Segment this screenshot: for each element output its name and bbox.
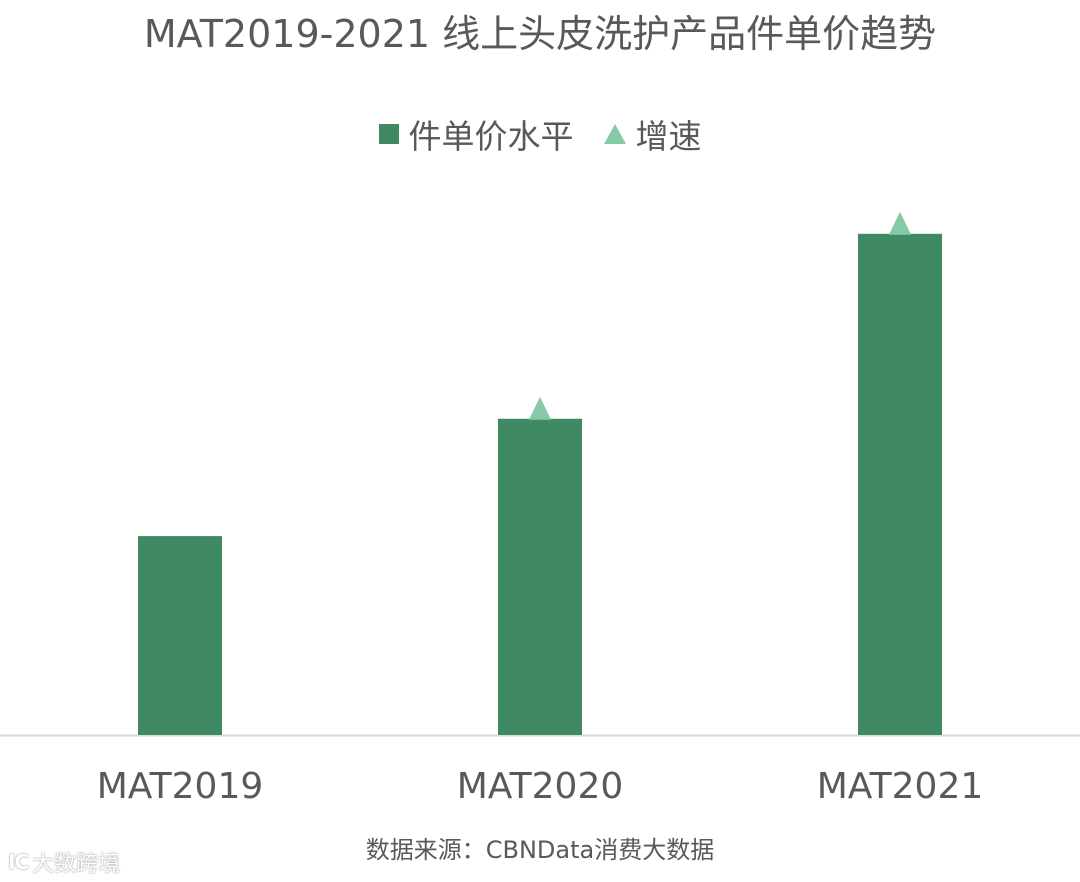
x-tick-label-MAT2020: MAT2020 bbox=[457, 766, 624, 807]
bar-MAT2020 bbox=[498, 418, 582, 735]
growth-marker-MAT2020 bbox=[529, 396, 551, 420]
legend-label-growth: 增速 bbox=[635, 117, 702, 156]
legend-triangle-icon bbox=[603, 124, 626, 144]
watermark-text: 大数跨境 bbox=[32, 852, 121, 877]
watermark-logo: IC bbox=[8, 850, 29, 874]
legend-label-price-level: 件单价水平 bbox=[408, 117, 574, 156]
source-note: 数据来源：CBNData消费大数据 bbox=[365, 836, 715, 864]
bar-MAT2021 bbox=[858, 233, 942, 736]
legend-square-icon bbox=[378, 124, 399, 144]
watermark: IC 大数跨境 bbox=[8, 846, 120, 878]
chart-title: MAT2019-2021 线上头皮洗护产品件单价趋势 bbox=[143, 12, 937, 56]
bar-MAT2019 bbox=[138, 536, 222, 735]
legend-item-price-level: 件单价水平 bbox=[378, 110, 574, 158]
x-tick-label-MAT2021: MAT2021 bbox=[817, 766, 984, 807]
chart-legend: 件单价水平 增速 bbox=[0, 110, 1080, 158]
x-tick-label-MAT2019: MAT2019 bbox=[97, 766, 264, 807]
growth-marker-MAT2021 bbox=[889, 211, 911, 235]
legend-item-growth: 增速 bbox=[603, 110, 702, 158]
